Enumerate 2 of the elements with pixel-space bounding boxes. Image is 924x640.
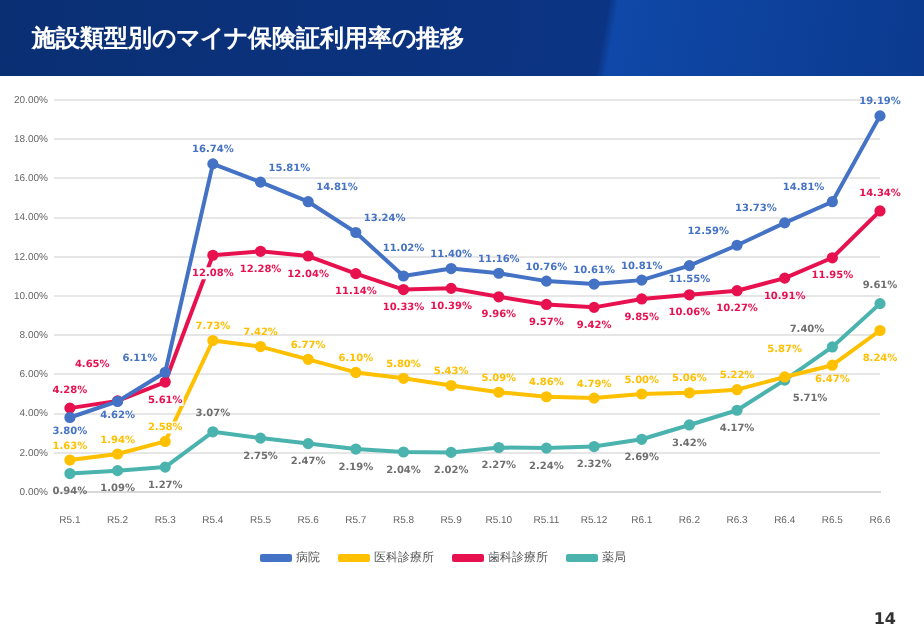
- chart-title: 施設類型別のマイナ保険証利用率の推移: [32, 21, 464, 55]
- text: 14: [873, 610, 896, 628]
